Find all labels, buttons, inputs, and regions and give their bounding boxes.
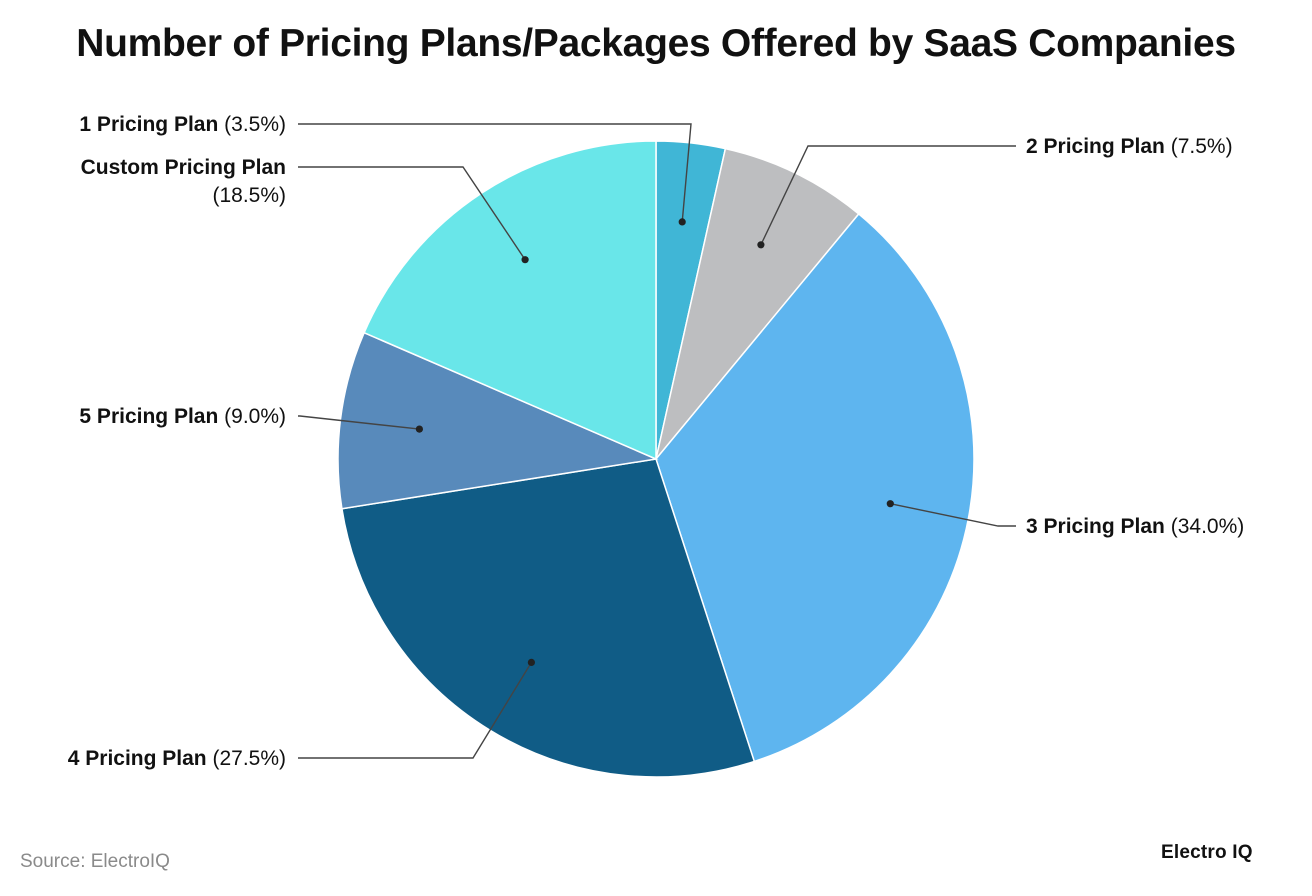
slice-label-name: 2 Pricing Plan bbox=[1026, 135, 1171, 158]
leader-dot-4-pricing-plan bbox=[527, 658, 536, 667]
slice-label-4-pricing-plan: 4 Pricing Plan (27.5%) bbox=[68, 747, 286, 770]
slice-label-value: (27.5%) bbox=[212, 747, 286, 770]
slice-label-1-pricing-plan: 1 Pricing Plan (3.5%) bbox=[79, 113, 286, 136]
slice-label-value: (34.0%) bbox=[1171, 515, 1245, 538]
slice-label-value: (18.5%) bbox=[212, 184, 286, 207]
slice-5-pricing-plan bbox=[337, 331, 659, 510]
slice-labels: 1 Pricing Plan (3.5%) 2 Pricing Plan (7.5… bbox=[68, 113, 1245, 770]
source-note: Source: ElectroIQ bbox=[20, 851, 170, 872]
slice-label-name: 4 Pricing Plan bbox=[68, 747, 213, 770]
leader-lines bbox=[298, 123, 1016, 759]
leader-line-2-pricing-plan bbox=[760, 145, 1016, 246]
slice-label-5-pricing-plan: 5 Pricing Plan (9.0%) bbox=[79, 405, 286, 428]
brand-logo: Electro IQ bbox=[1161, 842, 1253, 863]
slice-label-3-pricing-plan: 3 Pricing Plan (34.0%) bbox=[1026, 515, 1244, 538]
leader-line-1-pricing-plan bbox=[298, 123, 692, 222]
leader-dot-1-pricing-plan bbox=[678, 218, 686, 226]
leader-dot-5-pricing-plan bbox=[415, 425, 423, 433]
slice-label-value: (9.0%) bbox=[224, 405, 286, 428]
slice-label-name: 5 Pricing Plan bbox=[79, 405, 224, 428]
leader-dot-2-pricing-plan bbox=[757, 241, 765, 249]
slice-label-name: Custom Pricing Plan bbox=[81, 156, 286, 179]
leader-dot-3-pricing-plan bbox=[886, 500, 894, 508]
slice-label-custom-pricing-plan: Custom Pricing Plan (18.5%) bbox=[81, 156, 286, 207]
pie-slices bbox=[337, 140, 975, 778]
chart-title: Number of Pricing Plans/Packages Offered… bbox=[76, 22, 1236, 65]
slice-label-value: (7.5%) bbox=[1171, 135, 1233, 158]
slice-label-value: (3.5%) bbox=[224, 113, 286, 136]
leader-line-3-pricing-plan bbox=[890, 503, 1016, 527]
leader-line-5-pricing-plan bbox=[298, 415, 420, 430]
leader-line-custom-pricing-plan bbox=[298, 166, 526, 261]
slice-3-pricing-plan bbox=[655, 212, 975, 763]
slice-label-2-pricing-plan: 2 Pricing Plan (7.5%) bbox=[1026, 135, 1233, 158]
slice-custom-pricing-plan bbox=[363, 140, 657, 461]
slice-label-name: 3 Pricing Plan bbox=[1026, 515, 1171, 538]
slice-label-name: 1 Pricing Plan bbox=[79, 113, 224, 136]
slice-2-pricing-plan bbox=[655, 147, 860, 460]
leader-line-4-pricing-plan bbox=[298, 662, 532, 759]
leader-dot-custom-pricing-plan bbox=[521, 256, 529, 264]
